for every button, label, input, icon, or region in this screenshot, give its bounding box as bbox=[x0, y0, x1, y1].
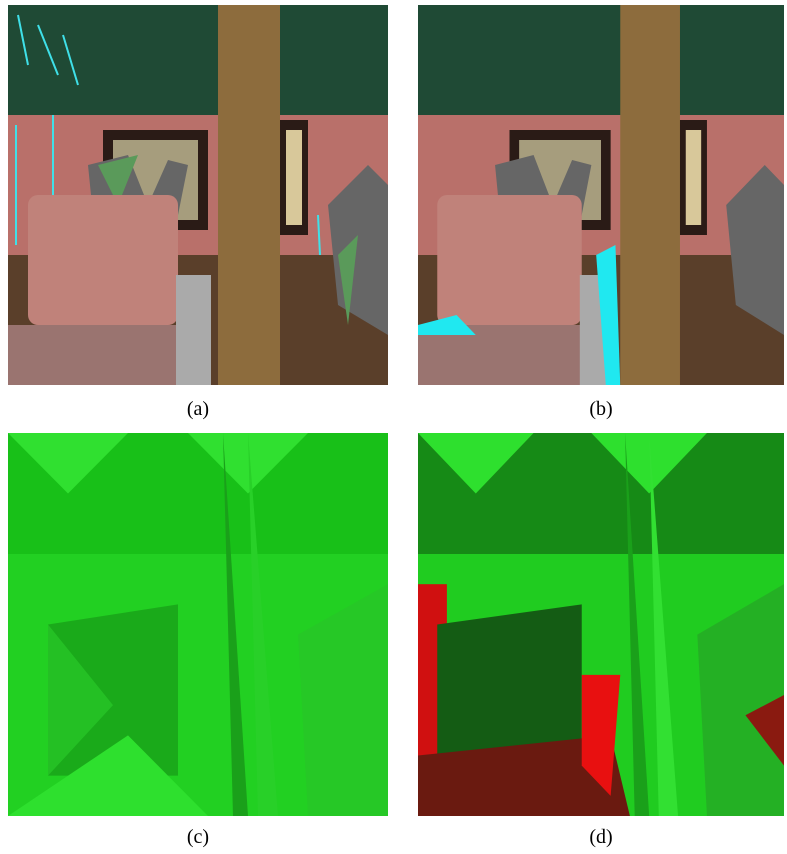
figure: (a) (b) (c) (d) bbox=[0, 0, 787, 854]
rendered-image bbox=[8, 5, 388, 385]
caption: (d) bbox=[571, 826, 631, 849]
caption: (b) bbox=[571, 398, 631, 421]
rendered-image bbox=[418, 433, 784, 816]
rendered-image bbox=[418, 5, 784, 385]
rendered-image bbox=[8, 433, 388, 816]
caption: (a) bbox=[168, 398, 228, 421]
caption: (c) bbox=[168, 826, 228, 849]
